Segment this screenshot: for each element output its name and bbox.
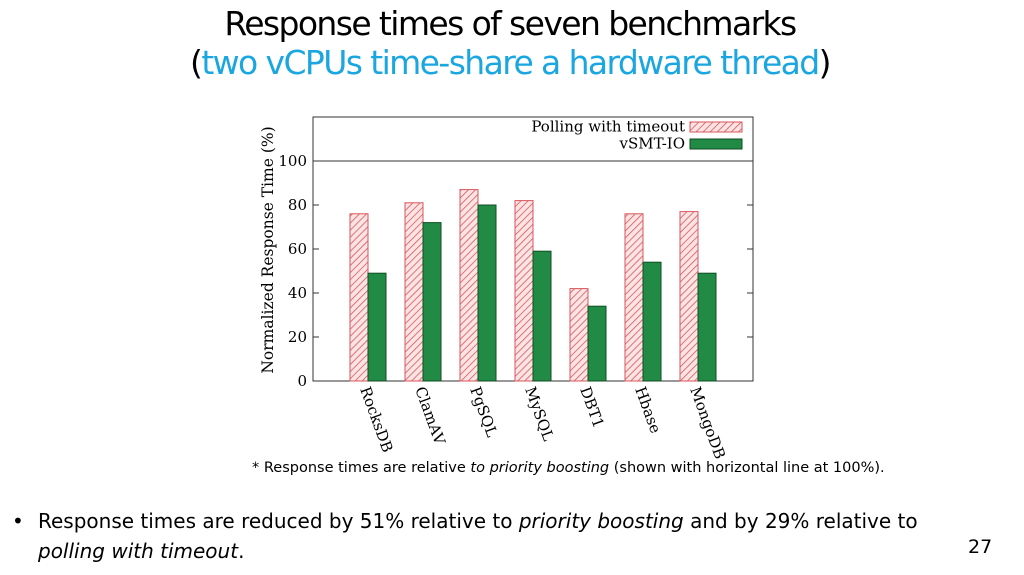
title-subtitle: (two vCPUs time-share a hardware thread) xyxy=(150,43,870,82)
bar-polling-rocksdb xyxy=(349,213,369,382)
bar-polling-dbt1 xyxy=(569,288,589,382)
bar-vsmt-rocksdb xyxy=(367,272,387,382)
bullet-italic-1: priority boosting xyxy=(518,509,684,533)
bars-group xyxy=(349,189,717,382)
y-axis-title: Normalized Response Time (%) xyxy=(259,126,277,373)
y-tick-label: 100 xyxy=(278,152,307,170)
y-axis: 0 20 40 60 80 100 xyxy=(278,152,753,390)
footnote-prefix: * Response times are relative xyxy=(252,460,471,476)
legend-swatch xyxy=(689,138,743,150)
bullet-dot-icon: • xyxy=(12,509,24,533)
x-tick-label: PgSQL xyxy=(466,384,501,439)
bar-polling-mongodb xyxy=(679,211,699,382)
page-number: 27 xyxy=(968,536,993,558)
title-close-paren: ) xyxy=(818,43,832,82)
y-tick-label: 80 xyxy=(288,196,307,214)
footnote-suffix: (shown with horizontal line at 100%). xyxy=(609,460,885,476)
footnote-italic: to priority boosting xyxy=(470,460,610,476)
bar-vsmt-mongodb xyxy=(697,272,717,382)
legend-label: Polling with timeout xyxy=(531,118,685,136)
bar-vsmt-clamav xyxy=(422,222,442,382)
bar-polling-clamav xyxy=(404,202,424,382)
legend-swatch xyxy=(689,121,743,133)
bullet-text: Response times are reduced by 51% relati… xyxy=(38,506,978,566)
slide-title: Response times of seven benchmarks (two … xyxy=(150,4,870,82)
bullet-part-2: and by 29% relative to xyxy=(683,509,918,533)
x-tick-label: RocksDB xyxy=(356,384,396,455)
y-tick-label: 20 xyxy=(288,328,307,346)
bar-polling-hbase xyxy=(624,213,644,382)
x-tick-label: MongoDB xyxy=(686,384,729,461)
bar-polling-pgsql xyxy=(459,189,479,382)
x-tick-label: MySQL xyxy=(521,384,557,443)
bar-vsmt-dbt1 xyxy=(587,305,607,382)
x-axis-labels: RocksDB ClamAV PgSQL MySQL DBT1 Hbase MongoDB xyxy=(356,384,729,461)
title-line-1: Response times of seven benchmarks xyxy=(224,4,797,43)
bullet-part-1: Response times are reduced by 51% relati… xyxy=(38,509,519,533)
x-tick-label: Hbase xyxy=(631,384,664,436)
bar-vsmt-hbase xyxy=(642,261,662,382)
legend-label: vSMT-IO xyxy=(619,135,685,153)
x-tick-label: ClamAV xyxy=(411,384,449,448)
bullet-part-3: . xyxy=(238,539,245,563)
x-tick-label: DBT1 xyxy=(576,384,607,430)
bullet-italic-2: polling with timeout xyxy=(38,539,239,563)
y-tick-label: 0 xyxy=(297,372,307,390)
bar-polling-mysql xyxy=(514,200,534,382)
title-open-paren: ( xyxy=(190,43,203,82)
y-tick-label: 40 xyxy=(288,284,307,302)
y-tick-label: 60 xyxy=(288,240,307,258)
title-accent: two vCPUs time-share a hardware thread xyxy=(201,43,820,82)
bar-vsmt-mysql xyxy=(532,250,552,382)
footnote: * Response times are relative to priorit… xyxy=(252,460,885,476)
bar-vsmt-pgsql xyxy=(477,204,497,382)
